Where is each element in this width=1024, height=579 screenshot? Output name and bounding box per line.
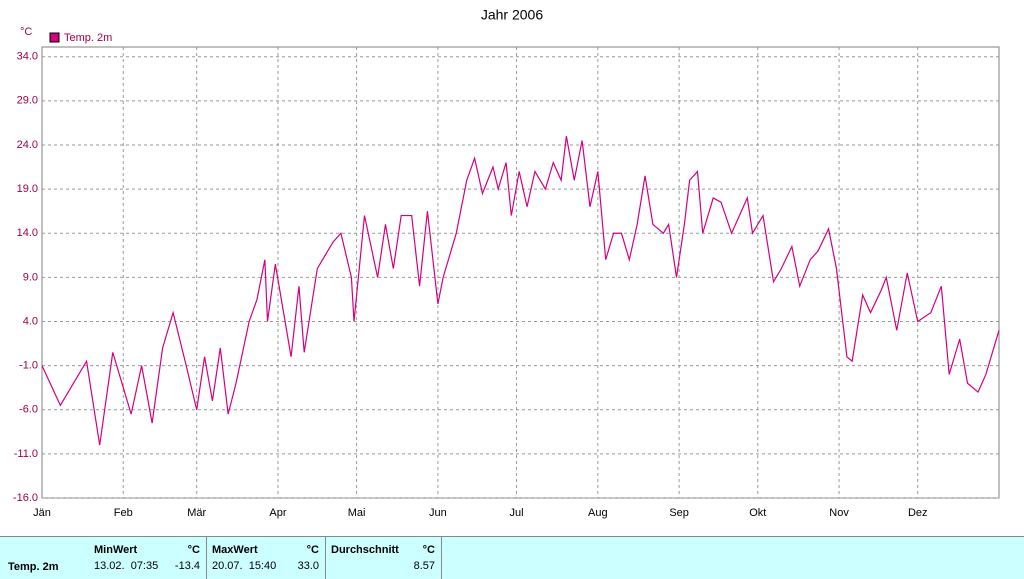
- y-tick-label: 34.0: [17, 51, 38, 63]
- legend-label: Temp. 2m: [64, 32, 112, 44]
- avg-cell: Durchschnitt °C 8.57: [325, 537, 442, 579]
- x-tick-label: Sep: [669, 507, 689, 519]
- x-tick-label: Jun: [429, 507, 447, 519]
- y-tick-label: -11.0: [14, 448, 38, 460]
- x-tick-label: Feb: [114, 507, 133, 519]
- time: 13.02. 07:35: [94, 560, 159, 572]
- x-tick-label: Jul: [510, 507, 524, 519]
- header: Durchschnitt: [331, 544, 399, 556]
- time: 20.07. 15:40: [212, 560, 277, 572]
- row-label: Temp. 2m: [8, 561, 59, 573]
- min-cell: MinWert °C 13.02. 07:35 -13.4: [88, 537, 207, 579]
- y-tick-label: 19.0: [17, 183, 38, 195]
- max-cell: MaxWert °C 20.07. 15:40 33.0: [206, 537, 326, 579]
- value: -13.4: [174, 560, 200, 572]
- data-line: [41, 136, 1000, 446]
- legend-swatch: [49, 32, 60, 43]
- unit: °C: [306, 544, 319, 556]
- row-label-cell: Temp. 2m: [0, 537, 88, 579]
- plot-frame: [41, 46, 1000, 499]
- y-tick-label: 9.0: [23, 271, 38, 283]
- x-tick-label: Aug: [588, 507, 608, 519]
- stats-table: Temp. 2m MinWert °C 13.02. 07:35 -13.4 M…: [0, 536, 1024, 579]
- chart: Jahr 2006 °C Temp. 2m -16.0 -11.0 -6.0 -1.0…: [13, 7, 1000, 519]
- y-unit: °C: [20, 26, 32, 38]
- y-tick-label: -6.0: [19, 404, 38, 416]
- x-tick-label: Mär: [187, 507, 206, 519]
- unit: °C: [187, 544, 200, 556]
- x-tick-label: Apr: [269, 507, 286, 519]
- y-tick-label: 29.0: [17, 95, 38, 107]
- chart-title: Jahr 2006: [481, 7, 543, 23]
- x-tick-label: Jän: [33, 507, 51, 519]
- value: 8.57: [413, 560, 435, 572]
- header: MinWert: [94, 544, 138, 556]
- y-tick-label: 4.0: [23, 315, 38, 327]
- x-tick-label: Nov: [829, 507, 849, 519]
- y-tick-label: -16.0: [13, 492, 38, 504]
- x-tick-label: Mai: [348, 507, 366, 519]
- x-tick-label: Dez: [908, 507, 928, 519]
- value: 33.0: [297, 560, 319, 572]
- header: MaxWert: [212, 544, 258, 556]
- y-tick-label: 24.0: [17, 139, 38, 151]
- x-tick-label: Okt: [749, 507, 766, 519]
- unit: °C: [422, 544, 435, 556]
- y-tick-label: 14.0: [17, 227, 38, 239]
- y-tick-label: -1.0: [19, 360, 38, 372]
